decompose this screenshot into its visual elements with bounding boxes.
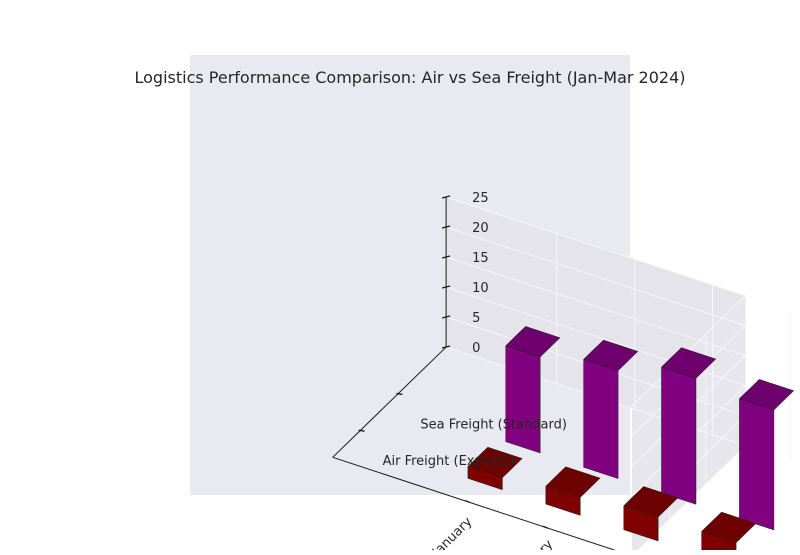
x-tick xyxy=(543,526,548,528)
z-tick-label: 0 xyxy=(472,341,480,356)
z-tick-label: 15 xyxy=(472,251,489,266)
bar-front-face xyxy=(740,399,774,530)
x-tick-label: February xyxy=(505,537,557,550)
z-tick-label: 20 xyxy=(472,221,489,236)
z-tick-label: 5 xyxy=(472,311,480,326)
x-tick-label: January xyxy=(429,514,475,550)
bar-sea-april xyxy=(740,379,794,530)
chart-title: Logistics Performance Comparison: Air vs… xyxy=(134,68,685,87)
y-tick-label: Air Freight (Express) xyxy=(383,454,515,469)
x-tick xyxy=(465,501,470,503)
z-tick-label: 10 xyxy=(472,281,489,296)
bar-front-face xyxy=(662,367,696,504)
bar-front-face xyxy=(506,346,540,453)
y-tick-label: Sea Freight (Standard) xyxy=(420,417,567,432)
z-tick-label: 25 xyxy=(472,191,489,206)
bar-front-face xyxy=(584,359,618,478)
